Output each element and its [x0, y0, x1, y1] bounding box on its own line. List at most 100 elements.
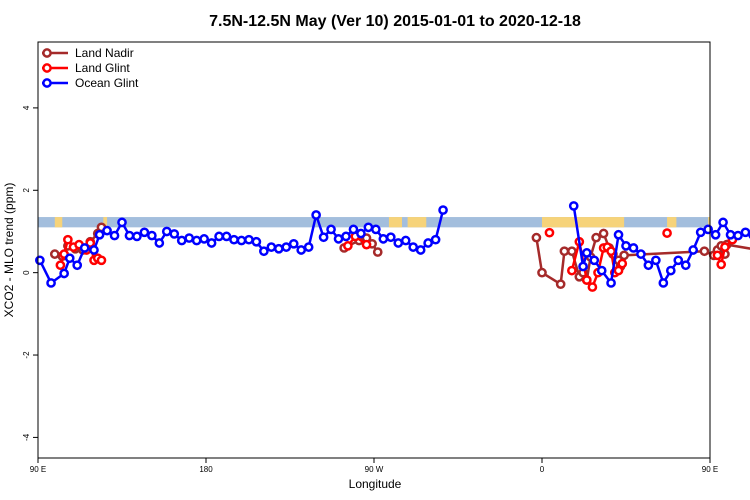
data-point: [567, 246, 577, 257]
data-point: [589, 255, 600, 266]
data-point: [591, 232, 601, 243]
data-point: [699, 246, 710, 257]
land-segment-3: [407, 217, 427, 228]
data-point: [400, 235, 411, 246]
data-point: [619, 250, 629, 261]
plot-area: 90 E 180 90 W 0 90 E -4 -2 0 2 4: [22, 105, 750, 474]
y-tick-label: 4: [22, 105, 31, 110]
data-point: [643, 260, 654, 271]
x-tick-label: 180: [199, 465, 213, 474]
data-point: [621, 241, 631, 251]
legend-label: Ocean Glint: [75, 76, 139, 90]
data-point: [251, 236, 262, 247]
x-tick-label: 90 E: [30, 465, 46, 474]
data-point: [117, 217, 127, 228]
data-point: [617, 258, 628, 269]
data-point: [531, 232, 542, 243]
data-point: [544, 227, 555, 238]
data-point: [578, 261, 588, 272]
legend-marker: [42, 78, 52, 88]
data-point: [718, 217, 728, 228]
data-point: [712, 250, 723, 261]
data-point: [559, 246, 570, 257]
y-tick-label: 2: [22, 188, 31, 193]
data-point: [613, 229, 624, 240]
data-point: [214, 231, 224, 242]
data-point: [596, 265, 607, 276]
data-point: [63, 234, 73, 245]
data-point: [266, 242, 277, 252]
data-point: [636, 249, 646, 259]
data-point: [361, 239, 372, 250]
data-point: [333, 234, 344, 244]
data-point: [673, 255, 684, 266]
data-point: [79, 243, 90, 253]
data-point: [221, 231, 232, 242]
land-segment-2: [388, 217, 402, 228]
data-point: [568, 201, 579, 211]
data-point: [363, 222, 374, 233]
data-point: [139, 227, 150, 238]
y-axis-label: XCO2 - MLO trend (ppm): [2, 183, 16, 318]
data-point: [567, 265, 577, 276]
data-point: [72, 260, 83, 271]
x-tick-label: 90 E: [702, 465, 718, 474]
data-point: [147, 230, 157, 241]
data-point: [59, 268, 69, 279]
data-point: [665, 265, 676, 276]
data-point: [273, 243, 284, 254]
data-point: [703, 224, 713, 235]
data-point: [35, 255, 45, 266]
x-tick-label: 90 W: [365, 465, 384, 474]
data-point: [109, 230, 120, 241]
data-point: [244, 234, 254, 245]
plot-frame: [37, 41, 711, 459]
data-point: [259, 246, 269, 257]
data-point: [49, 249, 60, 259]
data-point: [581, 248, 592, 258]
data-point: [710, 229, 721, 240]
data-point: [423, 238, 433, 248]
data-point: [318, 232, 329, 243]
x-tick-label: 0: [540, 465, 545, 474]
data-point: [288, 238, 299, 249]
data-point: [356, 228, 366, 239]
data-point: [598, 228, 609, 239]
data-point: [581, 275, 592, 285]
data-point: [725, 229, 736, 240]
data-point: [720, 242, 730, 252]
data-point: [102, 225, 112, 236]
data-point: [281, 242, 292, 252]
data-point: [94, 229, 105, 240]
data-point: [695, 227, 706, 238]
data-point: [343, 241, 353, 251]
data-point: [537, 267, 547, 278]
y-tick-label: -4: [22, 433, 31, 441]
data-point: [96, 255, 107, 266]
data-point: [206, 238, 217, 248]
y-tick-label: -2: [22, 351, 31, 359]
land-segment-0: [54, 217, 63, 228]
land-segment-4: [542, 217, 625, 228]
data-point: [85, 238, 96, 248]
land-segment-5: [667, 217, 677, 228]
data-point: [303, 242, 314, 252]
legend-marker: [42, 63, 52, 73]
data-point: [199, 234, 209, 244]
data-point: [393, 238, 404, 248]
data-point: [662, 228, 672, 238]
data-point: [438, 205, 448, 215]
legend-label: Land Glint: [75, 61, 130, 75]
data-point: [169, 229, 180, 239]
data-point: [326, 224, 336, 235]
legend-label: Land Nadir: [75, 46, 134, 60]
data-point: [296, 245, 307, 255]
data-point: [613, 265, 624, 276]
data-point: [733, 230, 743, 241]
land-segment-6: [708, 217, 710, 228]
data-point: [64, 253, 75, 264]
series-ocean-glint: [35, 201, 750, 288]
data-point: [606, 246, 616, 257]
data-point: [415, 245, 426, 255]
